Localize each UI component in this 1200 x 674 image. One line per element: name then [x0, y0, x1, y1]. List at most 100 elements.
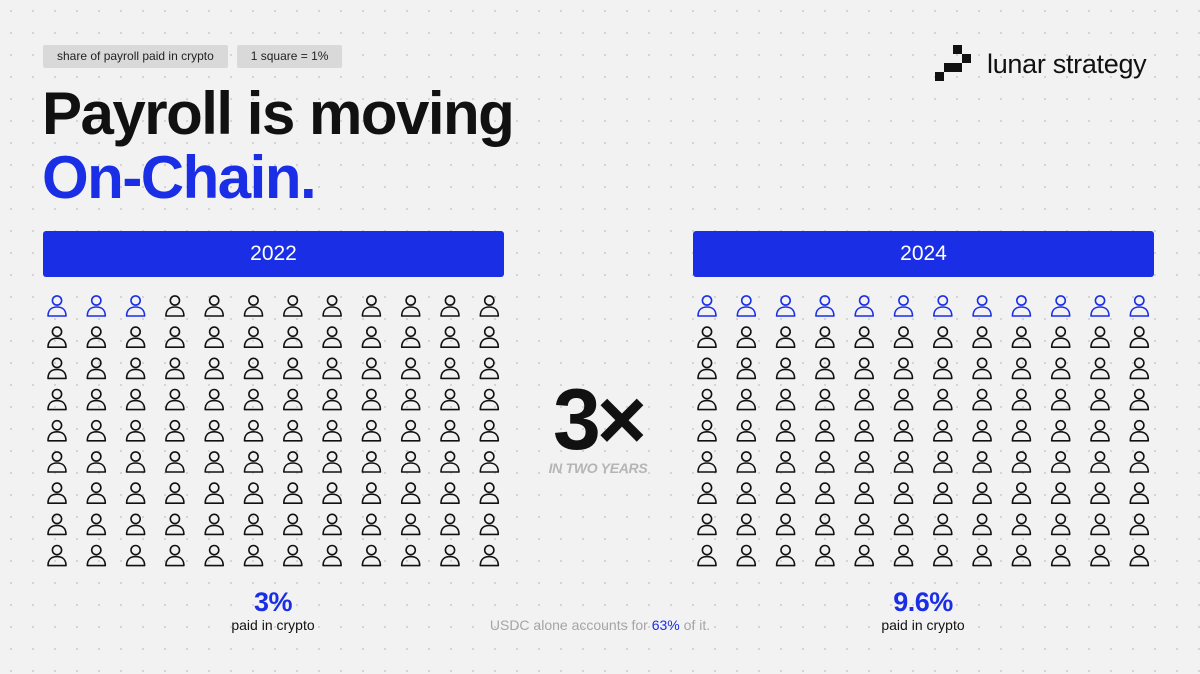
person-icon: [854, 326, 874, 349]
person-icon: [204, 419, 224, 442]
person-icon: [1011, 326, 1032, 349]
person-icon-highlighted: [1129, 295, 1150, 317]
stat-2024: 9.6% paid in crypto: [823, 587, 1023, 633]
person-icon: [86, 513, 107, 536]
headline: Payroll is moving On-Chain.: [42, 82, 515, 211]
person-icon: [1129, 326, 1150, 349]
person-icon: [775, 544, 796, 567]
person-icon: [972, 357, 992, 380]
person-icon: [204, 544, 224, 567]
person-icon: [243, 295, 264, 317]
tag-scale: 1 square = 1%: [236, 45, 343, 68]
person-icon: [1129, 357, 1150, 380]
person-icon: [854, 388, 874, 411]
person-icon-highlighted: [47, 295, 67, 317]
person-icon: [1129, 388, 1150, 411]
person-icon: [815, 419, 835, 442]
person-icon: [125, 451, 146, 473]
person-icon: [283, 419, 303, 442]
person-icon: [440, 295, 460, 317]
waffle-grid-2024: [697, 295, 1150, 567]
person-icon: [86, 482, 107, 504]
person-icon: [1090, 357, 1110, 380]
person-icon: [479, 295, 500, 317]
person-icon: [440, 326, 460, 349]
person-icon: [697, 326, 717, 349]
person-icon: [815, 388, 835, 411]
person-icon: [893, 482, 914, 504]
person-icon: [479, 419, 500, 442]
person-icon-highlighted: [933, 295, 953, 317]
person-icon: [933, 357, 953, 380]
headline-line-2: On-Chain.: [42, 144, 317, 211]
year-label-2024: 2024: [693, 231, 1154, 277]
person-icon: [47, 482, 67, 504]
person-icon: [1050, 388, 1071, 411]
person-icon: [697, 451, 717, 473]
person-icon: [815, 544, 835, 567]
person-icon-highlighted: [775, 295, 796, 317]
person-icon: [1050, 357, 1071, 380]
person-icon: [933, 451, 953, 473]
person-icon: [479, 388, 500, 411]
person-icon: [893, 451, 914, 473]
person-icon: [893, 326, 914, 349]
person-icon-highlighted: [893, 295, 914, 317]
person-icon: [893, 357, 914, 380]
person-icon: [440, 482, 460, 504]
person-icon: [736, 419, 757, 442]
person-icon-highlighted: [1090, 295, 1110, 317]
person-icon: [47, 388, 67, 411]
person-icon: [125, 419, 146, 442]
person-icon: [47, 544, 67, 567]
person-icon: [893, 513, 914, 536]
person-icon: [361, 513, 382, 536]
person-icon: [47, 357, 67, 380]
person-icon: [1011, 544, 1032, 567]
person-icon: [322, 513, 342, 536]
person-icon: [86, 419, 107, 442]
person-icon: [400, 482, 421, 504]
person-icon: [775, 513, 796, 536]
person-icon: [697, 388, 717, 411]
person-icon: [243, 419, 264, 442]
tag-metric: share of payroll paid in crypto: [43, 45, 228, 68]
person-icon-highlighted: [854, 295, 874, 317]
person-icon: [854, 482, 874, 504]
stat-caption-2022: paid in crypto: [231, 617, 315, 633]
tag-row: share of payroll paid in crypto 1 square…: [43, 45, 343, 68]
person-icon: [479, 326, 500, 349]
person-icon: [47, 451, 67, 473]
person-icon: [125, 544, 146, 567]
person-icon-highlighted: [86, 295, 107, 317]
person-icon: [440, 451, 460, 473]
person-icon: [972, 388, 992, 411]
person-icon-highlighted: [972, 295, 992, 317]
person-icon: [1090, 451, 1110, 473]
stat-value-2022: 3%: [253, 587, 293, 617]
person-icon: [165, 451, 185, 473]
person-icon: [697, 357, 717, 380]
person-icon: [165, 295, 185, 317]
person-icon: [775, 419, 796, 442]
person-icon: [854, 451, 874, 473]
note-text-after: of it.: [679, 617, 711, 633]
person-icon: [854, 419, 874, 442]
person-icon-highlighted: [697, 295, 717, 317]
person-icon: [86, 544, 107, 567]
person-icon: [1129, 451, 1150, 473]
person-icon: [283, 544, 303, 567]
person-icon: [243, 544, 264, 567]
person-icon: [1011, 451, 1032, 473]
person-icon: [972, 513, 992, 536]
person-icon: [322, 388, 342, 411]
person-icon: [125, 357, 146, 380]
person-icon: [736, 326, 757, 349]
person-icon: [1090, 326, 1110, 349]
person-icon: [479, 357, 500, 380]
person-icon: [361, 295, 382, 317]
stat-2022: 3% paid in crypto: [173, 587, 373, 633]
person-icon: [283, 451, 303, 473]
person-icon: [1129, 419, 1150, 442]
person-icon: [400, 544, 421, 567]
